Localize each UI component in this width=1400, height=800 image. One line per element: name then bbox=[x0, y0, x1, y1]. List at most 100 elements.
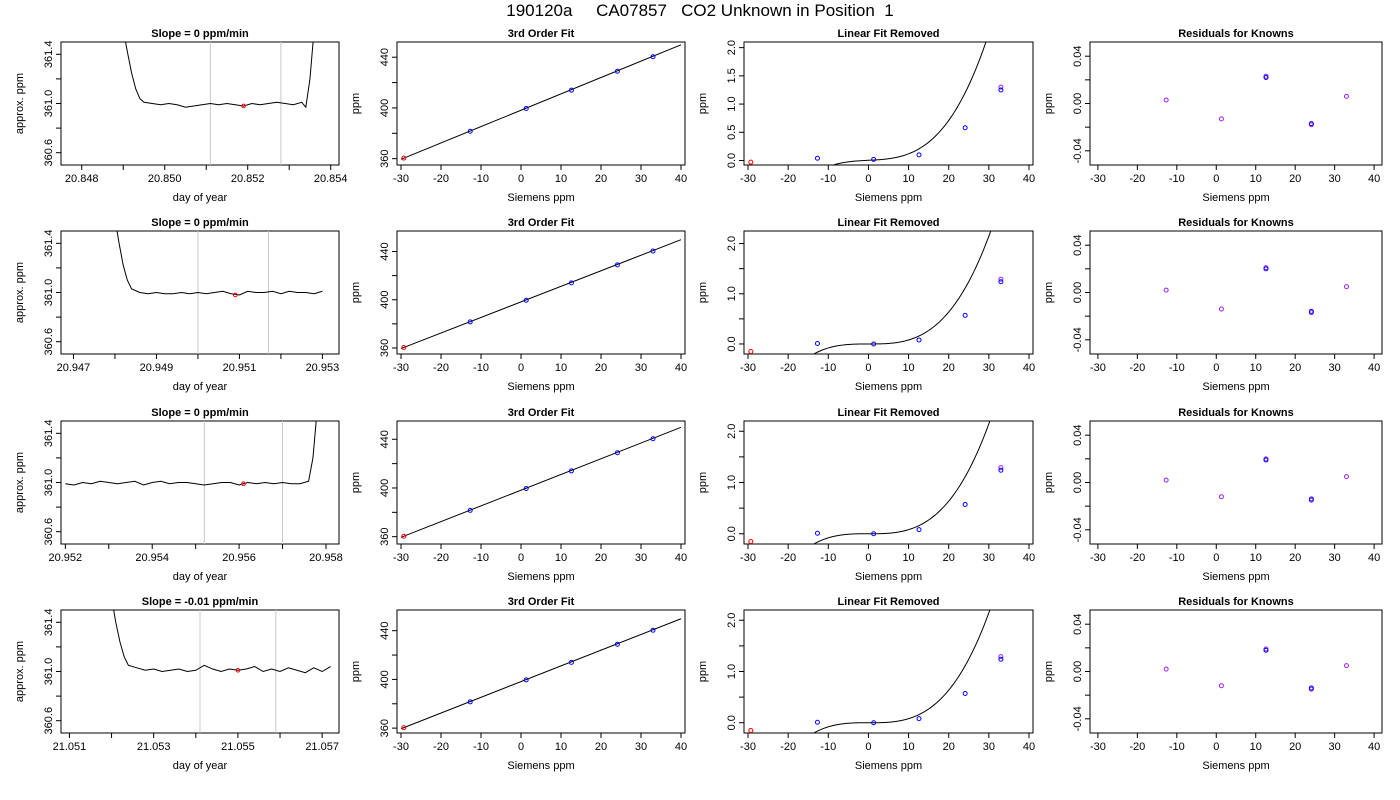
x-tick-label: 20 bbox=[943, 741, 955, 753]
x-tick-label: 10 bbox=[902, 741, 914, 753]
y-tick-label: 0.00 bbox=[1072, 93, 1084, 114]
y-axis: -0.04 0.00 0.04 ppm bbox=[1043, 613, 1090, 731]
plot-data bbox=[400, 44, 682, 161]
y-tick-label: 440 bbox=[379, 430, 391, 448]
series-line bbox=[116, 231, 323, 296]
y-tick-label: 361.0 bbox=[43, 90, 55, 118]
y-tick-label: 2.0 bbox=[726, 236, 738, 251]
x-tick-label: 0 bbox=[518, 362, 524, 374]
x-axis: -30 -20 -10 0 10 20 30 40 Siemens ppm bbox=[740, 544, 1035, 583]
data-point-blue bbox=[962, 312, 968, 318]
plot-data bbox=[748, 610, 1004, 733]
y-tick-label: -0.04 bbox=[1072, 138, 1084, 163]
x-tick-label: -30 bbox=[1090, 362, 1106, 374]
x-axis: -30 -20 -10 0 10 20 30 40 Siemens ppm bbox=[393, 354, 687, 393]
y-axis-label: ppm bbox=[350, 93, 362, 114]
x-tick-label: 20.850 bbox=[148, 173, 182, 185]
x-tick-label: 10 bbox=[1250, 362, 1262, 374]
data-point-blue bbox=[962, 125, 968, 131]
data-point-blue bbox=[614, 68, 620, 74]
x-tick-label: -20 bbox=[1129, 362, 1145, 374]
y-tick-label: 361.4 bbox=[43, 420, 55, 448]
data-point-blue bbox=[1308, 685, 1314, 691]
y-tick-label: 0.0 bbox=[726, 153, 738, 168]
data-point-blue bbox=[568, 468, 574, 474]
x-tick-label: 30 bbox=[1329, 362, 1341, 374]
x-tick-label: 30 bbox=[983, 173, 995, 185]
x-tick-label: 0 bbox=[518, 552, 524, 564]
y-tick-label: 360.6 bbox=[43, 139, 55, 167]
x-tick-label: -10 bbox=[473, 741, 489, 753]
x-tick-label: 20.958 bbox=[309, 552, 343, 564]
y-tick-label: 440 bbox=[379, 622, 391, 640]
x-tick-label: -10 bbox=[1169, 552, 1185, 564]
y-tick-label: 0.0 bbox=[726, 526, 738, 541]
x-tick-label: 0 bbox=[518, 173, 524, 185]
y-tick-label: 361.0 bbox=[43, 279, 55, 307]
x-tick-label: 20.947 bbox=[57, 362, 91, 374]
data-point-blue bbox=[916, 152, 922, 158]
y-tick-label: 400 bbox=[379, 670, 391, 688]
x-tick-label: -30 bbox=[1090, 552, 1106, 564]
y-tick-label: 1.0 bbox=[726, 475, 738, 490]
y-tick-label: 360.6 bbox=[43, 328, 55, 356]
x-tick-label: 10 bbox=[1250, 173, 1262, 185]
data-point-red bbox=[748, 727, 754, 733]
subplot-16: Residuals for Knowns -30 -20 -10 0 10 20 30 40 Si… bbox=[1043, 596, 1383, 772]
x-tick-label: -20 bbox=[1129, 741, 1145, 753]
y-tick-label: 360.6 bbox=[43, 707, 55, 735]
y-axis-label: ppm bbox=[350, 661, 362, 682]
y-tick-label: 440 bbox=[379, 48, 391, 66]
x-tick-label: -20 bbox=[433, 552, 449, 564]
x-tick-label: 20 bbox=[943, 173, 955, 185]
y-tick-label: 360.6 bbox=[43, 518, 55, 546]
x-axis-label: day of year bbox=[173, 381, 228, 393]
subplot-11: Linear Fit Removed -30 -20 -10 0 10 20 30 40 Siem… bbox=[697, 407, 1035, 583]
data-point-purple bbox=[1343, 93, 1349, 99]
subplot-8: Residuals for Knowns -30 -20 -10 0 10 20 30 40 Si… bbox=[1043, 217, 1383, 393]
y-tick-label: 2.0 bbox=[726, 424, 738, 439]
subplot-title: Linear Fit Removed bbox=[837, 217, 939, 229]
x-tick-label: -10 bbox=[473, 173, 489, 185]
y-tick-label: 400 bbox=[379, 291, 391, 309]
fit-curve bbox=[831, 42, 987, 165]
data-point-blue bbox=[998, 656, 1004, 662]
y-axis: 0.0 1.0 2.0 ppm bbox=[697, 424, 744, 541]
data-point-red bbox=[748, 538, 754, 544]
y-tick-label: 360 bbox=[379, 528, 391, 546]
x-tick-label: 20.952 bbox=[49, 552, 83, 564]
x-tick-label: 30 bbox=[635, 741, 647, 753]
plot-data bbox=[400, 426, 682, 539]
x-tick-label: 21.051 bbox=[53, 741, 87, 753]
x-tick-label: 10 bbox=[555, 173, 567, 185]
y-tick-label: 1.0 bbox=[726, 664, 738, 679]
y-axis-label: ppm bbox=[697, 472, 709, 493]
y-axis: 0.0 1.0 2.0 ppm bbox=[697, 236, 744, 352]
x-axis: 20.848 20.850 20.852 20.854 day of year bbox=[65, 165, 348, 204]
y-axis: -0.04 0.00 0.04 ppm bbox=[1043, 234, 1090, 352]
x-tick-label: -30 bbox=[393, 173, 409, 185]
plot-data bbox=[1163, 73, 1349, 128]
subplot-6: 3rd Order Fit -30 -20 -10 0 10 20 30 40 Siemens p… bbox=[350, 217, 687, 393]
x-axis: 20.952 20.954 20.956 20.958 day of year bbox=[49, 544, 343, 583]
y-axis-label: ppm bbox=[697, 93, 709, 114]
x-tick-label: 20 bbox=[943, 552, 955, 564]
y-tick-label: 0.00 bbox=[1072, 282, 1084, 303]
y-axis: -0.04 0.00 0.04 ppm bbox=[1043, 45, 1090, 163]
y-tick-label: 2.0 bbox=[726, 40, 738, 55]
x-tick-label: 20 bbox=[1289, 362, 1301, 374]
plot-data bbox=[113, 610, 331, 733]
plot-data bbox=[1163, 646, 1349, 692]
x-axis: -30 -20 -10 0 10 20 30 40 Siemens ppm bbox=[1090, 733, 1380, 772]
data-point-purple bbox=[1163, 97, 1169, 103]
data-point-purple bbox=[1218, 116, 1224, 122]
data-point-blue bbox=[998, 279, 1004, 285]
x-tick-label: 20 bbox=[595, 741, 607, 753]
x-tick-label: 21.055 bbox=[221, 741, 255, 753]
x-axis: -30 -20 -10 0 10 20 30 40 Siemens ppm bbox=[393, 733, 687, 772]
x-tick-label: 10 bbox=[1250, 741, 1262, 753]
x-tick-label: 0 bbox=[865, 362, 871, 374]
y-tick-label: 361.4 bbox=[43, 230, 55, 258]
